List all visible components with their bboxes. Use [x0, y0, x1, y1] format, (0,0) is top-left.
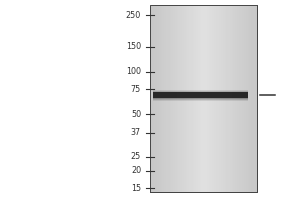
- Bar: [185, 5, 187, 192]
- Bar: [175, 5, 177, 192]
- Bar: [249, 5, 251, 192]
- Bar: [233, 5, 235, 192]
- Bar: [205, 5, 207, 192]
- Bar: [196, 5, 198, 192]
- Bar: [223, 5, 224, 192]
- Bar: [178, 5, 180, 192]
- Bar: [221, 5, 223, 192]
- Bar: [219, 5, 221, 192]
- Bar: [193, 5, 194, 192]
- Bar: [207, 5, 208, 192]
- Bar: [153, 91, 248, 100]
- Bar: [180, 5, 182, 192]
- Bar: [248, 5, 249, 192]
- Text: 50: 50: [131, 110, 141, 119]
- Text: 25: 25: [131, 152, 141, 161]
- Bar: [235, 5, 237, 192]
- Bar: [161, 5, 162, 192]
- Bar: [191, 5, 193, 192]
- Bar: [230, 5, 232, 192]
- Bar: [173, 5, 175, 192]
- Bar: [189, 5, 191, 192]
- Bar: [232, 5, 233, 192]
- Bar: [150, 5, 152, 192]
- Bar: [159, 5, 161, 192]
- Text: 37: 37: [131, 128, 141, 137]
- Bar: [214, 5, 216, 192]
- Bar: [166, 5, 168, 192]
- Bar: [157, 5, 159, 192]
- Bar: [152, 5, 154, 192]
- Bar: [242, 5, 244, 192]
- Bar: [224, 5, 226, 192]
- Text: 250: 250: [126, 11, 141, 20]
- Bar: [228, 5, 230, 192]
- Bar: [216, 5, 218, 192]
- Text: 15: 15: [131, 184, 141, 193]
- Text: 150: 150: [126, 42, 141, 51]
- Bar: [198, 5, 200, 192]
- Bar: [187, 5, 189, 192]
- Bar: [208, 5, 210, 192]
- Bar: [200, 5, 202, 192]
- Bar: [153, 92, 248, 99]
- Bar: [226, 5, 228, 192]
- Bar: [154, 5, 155, 192]
- Bar: [212, 5, 214, 192]
- Bar: [244, 5, 246, 192]
- Bar: [194, 5, 196, 192]
- Bar: [150, 5, 256, 192]
- Bar: [168, 5, 169, 192]
- Bar: [153, 92, 248, 98]
- Bar: [150, 5, 256, 192]
- Bar: [237, 5, 239, 192]
- Bar: [203, 5, 205, 192]
- Bar: [162, 5, 164, 192]
- Bar: [210, 5, 212, 192]
- Bar: [155, 5, 157, 192]
- Bar: [255, 5, 256, 192]
- Bar: [169, 5, 171, 192]
- Bar: [246, 5, 247, 192]
- Bar: [239, 5, 241, 192]
- Bar: [202, 5, 203, 192]
- Bar: [184, 5, 185, 192]
- Bar: [241, 5, 242, 192]
- Bar: [171, 5, 173, 192]
- Bar: [218, 5, 219, 192]
- Bar: [153, 90, 248, 101]
- Bar: [177, 5, 178, 192]
- Bar: [253, 5, 255, 192]
- Bar: [251, 5, 253, 192]
- Text: 100: 100: [126, 67, 141, 76]
- Bar: [164, 5, 166, 192]
- Text: 20: 20: [131, 166, 141, 175]
- Text: 75: 75: [131, 85, 141, 94]
- Bar: [182, 5, 184, 192]
